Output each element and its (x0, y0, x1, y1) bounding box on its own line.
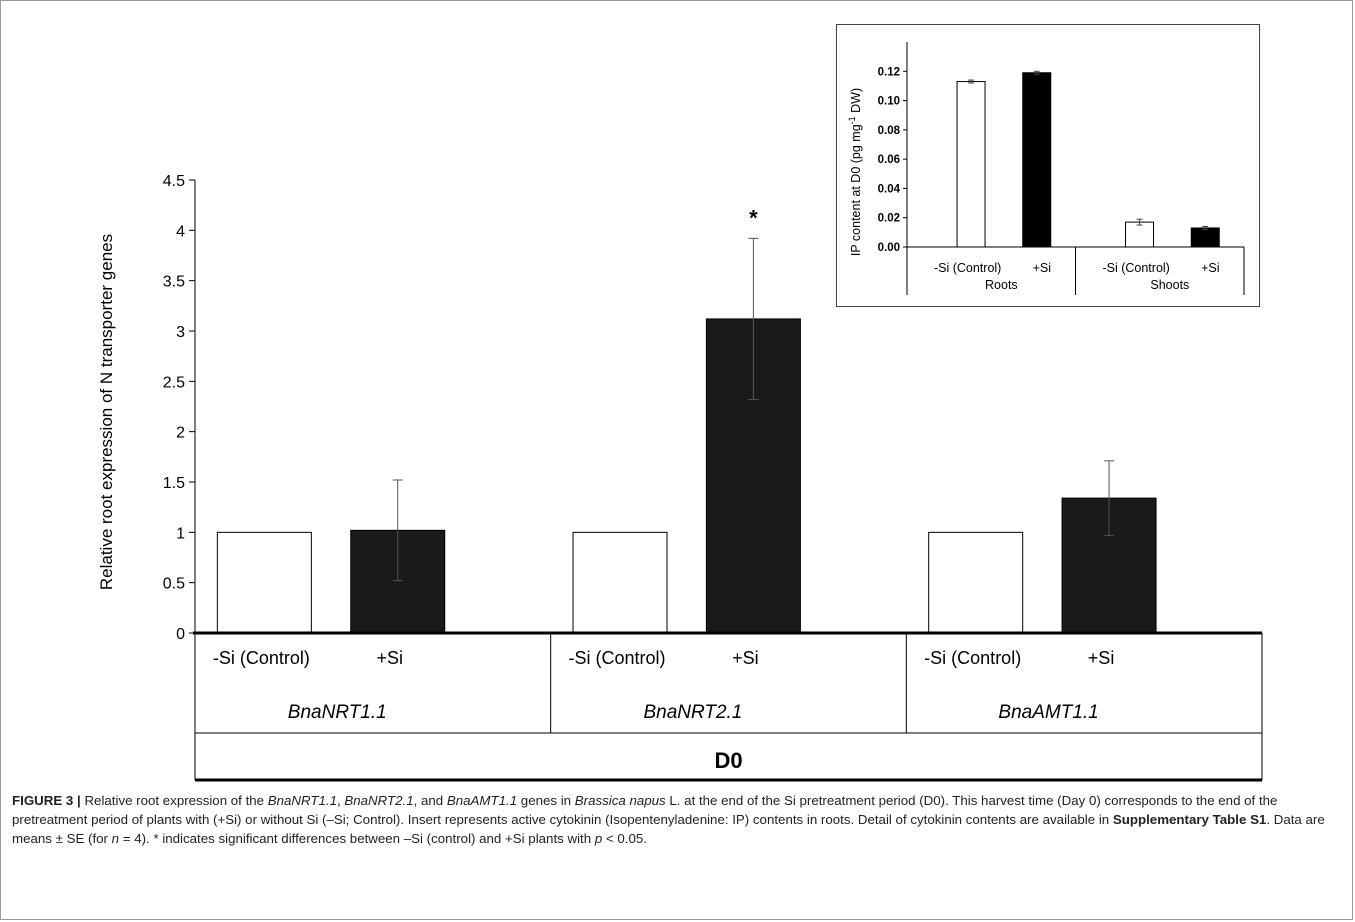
inset-group-label: Shoots (1150, 278, 1189, 292)
inset-y-axis-label: IP content at D0 (pg mg-1 DW) (847, 88, 863, 256)
main-y-tick-label: 1.5 (163, 475, 185, 492)
inset-chart: 0.00 0.02 0.04 0.06 0.08 0.10 0.12 -Si (Contro… (847, 42, 1245, 295)
inset-y-tick-label: 0.12 (878, 66, 900, 78)
inset-axes (906, 42, 1245, 295)
category-label: -Si (Control) (924, 648, 1021, 668)
caption-gene: BnaNRT1.1 (267, 793, 337, 808)
caption-p: p (594, 831, 603, 846)
inset-category-label: +Si (1033, 261, 1051, 275)
caption-text: L. at the end of the Si pretreatment per… (12, 793, 1278, 827)
caption-gene: BnaAMT1.1 (446, 793, 518, 808)
caption-text: , and (413, 793, 447, 808)
caption-text: . Data are means ± SE (for (12, 812, 1325, 846)
caption-supplementary-link[interactable]: Supplementary Table S1 (1112, 812, 1267, 827)
inset-category-label: +Si (1201, 261, 1219, 275)
main-chart: 0 0.5 1 1.5 2 2.5 3 3.5 4 4.5 -Si (Control) +Si Bna… (97, 173, 1263, 782)
inset-category-label: -Si (Control) (934, 261, 1001, 275)
category-label: -Si (Control) (213, 648, 310, 668)
main-y-tick-label: 0.5 (163, 576, 185, 593)
main-y-ticks: 0 0.5 1 1.5 2 2.5 3 3.5 4 4.5 (163, 173, 195, 643)
main-bars (216, 237, 1157, 634)
main-y-tick-label: 4 (176, 223, 185, 240)
caption-text: genes in (517, 793, 575, 808)
inset-bar-si (1190, 227, 1220, 248)
main-y-tick-label: 4.5 (163, 173, 185, 190)
main-axes (193, 180, 1263, 782)
inset-category-label: -Si (Control) (1102, 261, 1169, 275)
category-label: +Si (732, 648, 759, 668)
inset-category-labels: -Si (Control) +Si Roots -Si (Control) +Si Sho… (934, 261, 1220, 292)
significance-marker: * (749, 205, 758, 230)
inset-bar-si (1022, 72, 1052, 248)
group-label: BnaNRT1.1 (288, 702, 387, 723)
inset-y-tick-label: 0.04 (878, 183, 901, 195)
caption-text: < 0.05. (602, 831, 647, 846)
inset-y-tick-label: 0.08 (878, 125, 901, 137)
inset-y-tick-label: 0.02 (878, 213, 900, 225)
main-y-tick-label: 2.5 (163, 374, 185, 391)
inset-group-label: Roots (985, 278, 1018, 292)
main-y-tick-label: 3 (176, 324, 185, 341)
super-group-label: D0 (714, 748, 742, 773)
inset-y-tick-label: 0.00 (878, 242, 900, 254)
caption-n: n (111, 831, 120, 846)
main-y-axis-label: Relative root expression of N transporte… (97, 234, 116, 590)
group-label: BnaNRT2.1 (643, 702, 742, 723)
caption-label: FIGURE 3 | (12, 793, 81, 808)
category-label: +Si (376, 648, 403, 668)
inset-bar-control (956, 81, 986, 248)
caption-text: Relative root expression of the (80, 793, 268, 808)
category-label: +Si (1088, 648, 1115, 668)
main-y-tick-label: 3.5 (163, 274, 185, 291)
caption-gene: BnaNRT2.1 (344, 793, 414, 808)
main-y-tick-label: 2 (176, 425, 185, 442)
caption-text: , (336, 793, 345, 808)
inset-bars (956, 70, 1220, 248)
main-y-tick-label: 1 (176, 525, 185, 542)
inset-y-ticks: 0.00 0.02 0.04 0.06 0.08 0.10 0.12 (878, 66, 907, 254)
bar-control (572, 531, 668, 634)
caption-text: = 4). * indicates significant difference… (119, 831, 595, 846)
inset-bar-control (1125, 221, 1155, 248)
bar-control (216, 531, 312, 634)
figure-caption: FIGURE 3 | Relative root expression of t… (12, 791, 1340, 848)
category-label: -Si (Control) (569, 648, 666, 668)
bar-control (928, 531, 1024, 634)
group-label: BnaAMT1.1 (998, 702, 1098, 723)
caption-species: Brassica napus (574, 793, 666, 808)
inset-y-tick-label: 0.10 (878, 96, 900, 108)
main-y-tick-label: 0 (176, 626, 185, 643)
main-category-labels: -Si (Control) +Si BnaNRT1.1 -Si (Control) +S… (213, 205, 1114, 773)
inset-y-tick-label: 0.06 (878, 154, 900, 166)
